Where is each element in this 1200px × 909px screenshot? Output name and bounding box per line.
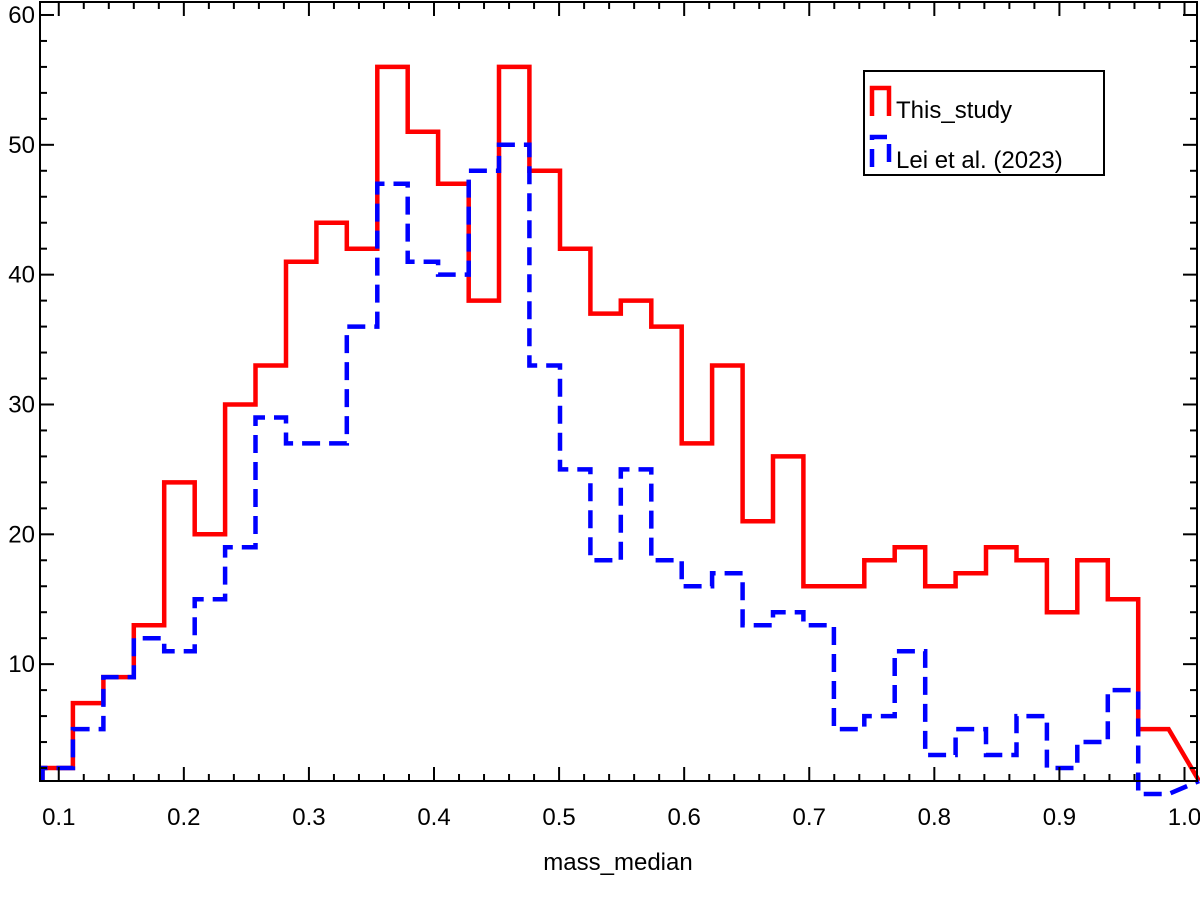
x-tick-label: 0.3 [292,804,325,831]
legend-box [863,70,1105,176]
y-tick-label: 40 [8,262,35,289]
x-tick-label: 0.2 [167,804,200,831]
y-tick-label: 60 [8,2,35,29]
x-tick-label: 0.1 [42,804,75,831]
y-tick-label: 20 [8,521,35,548]
series-line-lei-et-al-2023 [40,142,1200,797]
legend-swatch-lei-2023 [869,134,892,167]
ticks-layer: 0.1 0.2 0.3 0.4 0.5 0.6 0.7 0.8 0.9 1.0 10 20 30 40 50… [8,2,1200,831]
x-tick-label: 0.5 [542,804,575,831]
legend-label-lei-2023: Lei et al. (2023) [896,147,1063,174]
x-tick-label: 0.6 [667,804,700,831]
x-tick-label: 0.9 [1043,804,1076,831]
y-tick-label: 30 [8,391,35,418]
legend-swatch-this-study [869,85,892,116]
legend-label-this-study: This_study [896,97,1012,124]
x-tick-label: 0.8 [918,804,951,831]
y-tick-label: 50 [8,132,35,159]
legend: This_study Lei et al. (2023) [863,70,1105,176]
x-axis-label: mass_median [543,849,692,876]
x-tick-label: 0.4 [417,804,450,831]
x-tick-label: 1.0 [1168,804,1200,831]
series-line-this-study [40,64,1200,783]
y-tick-label: 10 [8,651,35,678]
x-tick-label: 0.7 [793,804,826,831]
series-layer [40,64,1200,797]
plot-frame [39,1,1198,782]
